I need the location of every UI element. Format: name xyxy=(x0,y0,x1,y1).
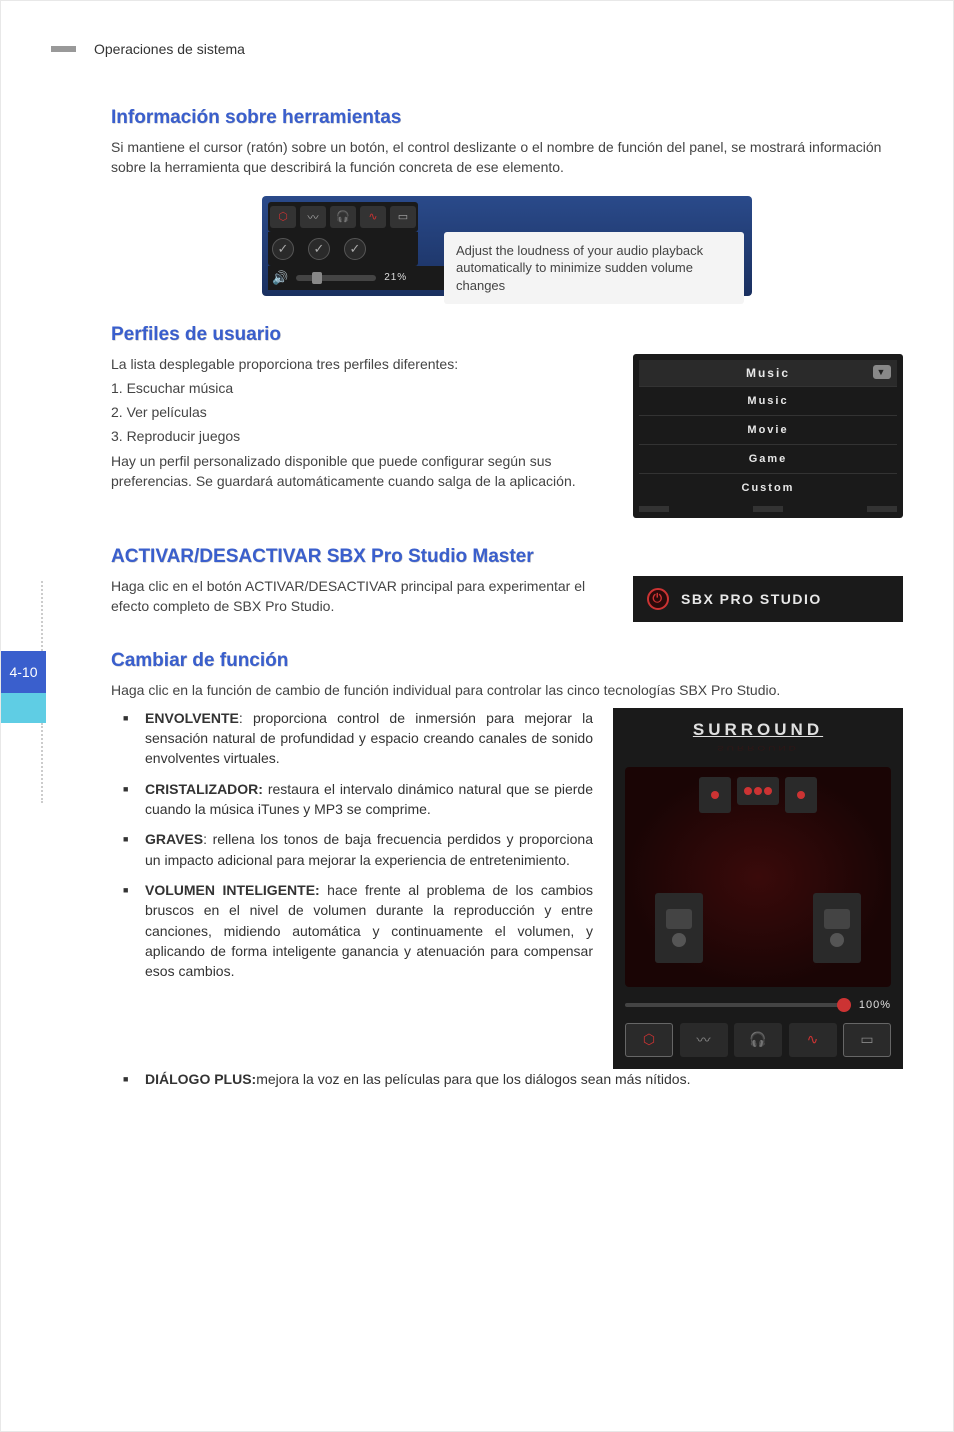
profile-option-movie[interactable]: Movie xyxy=(639,415,897,444)
speaker-fl-icon xyxy=(699,777,731,813)
sbx-text: Haga clic en el botón ACTIVAR/DESACTIVAR… xyxy=(111,576,613,621)
surround-speaker-scene xyxy=(625,767,891,987)
switch-bullets-col: ENVOLVENTE: proporciona control de inmer… xyxy=(111,708,593,992)
profile-selected[interactable]: Music ▼ xyxy=(639,360,897,386)
heading-sbx: ACTIVAR/DESACTIVAR SBX Pro Studio Master xyxy=(111,546,903,568)
margin-dots-bottom xyxy=(41,723,43,803)
bullet-smartvolume: VOLUMEN INTELIGENTE: hace frente al prob… xyxy=(145,880,593,981)
body-tooltip: Si mantiene el cursor (ratón) sobre un b… xyxy=(111,137,903,178)
document-page: Operaciones de sistema 4-10 Información … xyxy=(0,0,954,1432)
content-column: Información sobre herramientas Si mantie… xyxy=(51,107,903,1089)
section-switch: Cambiar de función Haga clic en la funci… xyxy=(111,650,903,1090)
speaker-fr-icon xyxy=(785,777,817,813)
bass-mini-icon[interactable]: ∿ xyxy=(360,206,386,228)
profile-option-custom[interactable]: Custom xyxy=(639,473,897,502)
bullet-crystalizer: CRISTALIZADOR: restaura el intervalo din… xyxy=(145,779,593,820)
page-tab-accent xyxy=(1,693,46,723)
profiles-dropdown-panel: Music ▼ Music Movie Game Custom xyxy=(633,354,903,518)
sbx-body: Haga clic en el botón ACTIVAR/DESACTIVAR… xyxy=(111,576,613,617)
tech-tabs: ⬡ 〰 🎧 ∿ ▭ xyxy=(625,1023,891,1057)
sbx-banner[interactable]: ⏻ SBX PRO STUDIO xyxy=(633,576,903,622)
crystal-mini-icon[interactable]: 〰 xyxy=(300,206,326,228)
surround-slider-thumb[interactable] xyxy=(837,998,851,1012)
figure-checks: ✓ ✓ ✓ xyxy=(268,232,418,266)
margin-dots-top xyxy=(41,581,43,651)
profile-footer-bars xyxy=(639,502,897,512)
surround-title-reflection: SURROUND xyxy=(625,744,891,751)
tooltip-balloon: Adjust the loudness of your audio playba… xyxy=(444,232,744,305)
profile-option-game[interactable]: Game xyxy=(639,444,897,473)
power-icon[interactable]: ⏻ xyxy=(647,588,669,610)
surround-mini-icon[interactable]: ⬡ xyxy=(270,206,296,228)
chevron-down-icon[interactable]: ▼ xyxy=(873,365,891,379)
sbx-banner-label: SBX PRO STUDIO xyxy=(681,591,822,607)
bullet-dialogplus: DIÁLOGO PLUS:mejora la voz en las pelícu… xyxy=(145,1069,903,1089)
surround-slider-value: 100% xyxy=(859,999,891,1011)
speaker-rl-icon xyxy=(655,893,703,963)
profile-option-music[interactable]: Music xyxy=(639,386,897,415)
figure-volume-row: 🔊 21% xyxy=(268,266,448,290)
surround-slider-row: 100% xyxy=(625,999,891,1011)
tooltip-figure: ⬡ 〰 🎧 ∿ ▭ ✓ ✓ ✓ 🔊 21% Adjust the loudnes… xyxy=(262,196,752,296)
speaker-center-icon xyxy=(737,777,779,805)
figure-toolbar: ⬡ 〰 🎧 ∿ ▭ xyxy=(268,202,418,232)
volume-thumb[interactable] xyxy=(312,272,322,284)
bullet-bass: GRAVES: rellena los tonos de baja frecue… xyxy=(145,829,593,870)
tab-headphone-icon[interactable]: 🎧 xyxy=(734,1023,782,1057)
profiles-text: La lista desplegable proporciona tres pe… xyxy=(111,354,613,496)
profile-item-1: 1. Escuchar música xyxy=(111,378,613,398)
volume-icon: 🔊 xyxy=(272,270,288,286)
surround-panel: SURROUND SURROUND xyxy=(613,708,903,1069)
tab-dialog-icon[interactable]: ▭ xyxy=(843,1023,891,1057)
heading-tooltip: Información sobre herramientas xyxy=(111,107,903,129)
page-header: Operaciones de sistema xyxy=(51,41,903,57)
check-3[interactable]: ✓ xyxy=(344,238,366,260)
check-2[interactable]: ✓ xyxy=(308,238,330,260)
tab-bass-icon[interactable]: ∿ xyxy=(789,1023,837,1057)
speaker-rr-icon xyxy=(813,893,861,963)
header-marker xyxy=(51,46,76,52)
headphone-mini-icon[interactable]: 🎧 xyxy=(330,206,356,228)
breadcrumb: Operaciones de sistema xyxy=(94,41,245,57)
surround-slider[interactable] xyxy=(625,1003,851,1007)
profiles-intro: La lista desplegable proporciona tres pe… xyxy=(111,354,613,374)
volume-value: 21% xyxy=(384,272,407,283)
check-1[interactable]: ✓ xyxy=(272,238,294,260)
volume-slider[interactable] xyxy=(296,275,376,281)
switch-bullets-after: DIÁLOGO PLUS:mejora la voz en las pelícu… xyxy=(111,1069,903,1089)
section-tooltip: Información sobre herramientas Si mantie… xyxy=(111,107,903,296)
profiles-footer: Hay un perfil personalizado disponible q… xyxy=(111,451,613,492)
bullet-surround: ENVOLVENTE: proporciona control de inmer… xyxy=(145,708,593,769)
section-profiles: Perfiles de usuario La lista desplegable… xyxy=(111,324,903,518)
tab-crystal-icon[interactable]: 〰 xyxy=(680,1023,728,1057)
profile-item-3: 3. Reproducir juegos xyxy=(111,426,613,446)
heading-switch: Cambiar de función xyxy=(111,650,903,672)
tab-surround-icon[interactable]: ⬡ xyxy=(625,1023,673,1057)
section-sbx: ACTIVAR/DESACTIVAR SBX Pro Studio Master… xyxy=(111,546,903,622)
dialog-mini-icon[interactable]: ▭ xyxy=(390,206,416,228)
profile-item-2: 2. Ver películas xyxy=(111,402,613,422)
heading-profiles: Perfiles de usuario xyxy=(111,324,903,346)
page-number-tab: 4-10 xyxy=(1,651,46,693)
switch-bullets: ENVOLVENTE: proporciona control de inmer… xyxy=(111,708,593,982)
profile-selected-label: Music xyxy=(746,366,790,380)
surround-title: SURROUND xyxy=(625,720,891,740)
switch-intro: Haga clic en la función de cambio de fun… xyxy=(111,680,903,700)
